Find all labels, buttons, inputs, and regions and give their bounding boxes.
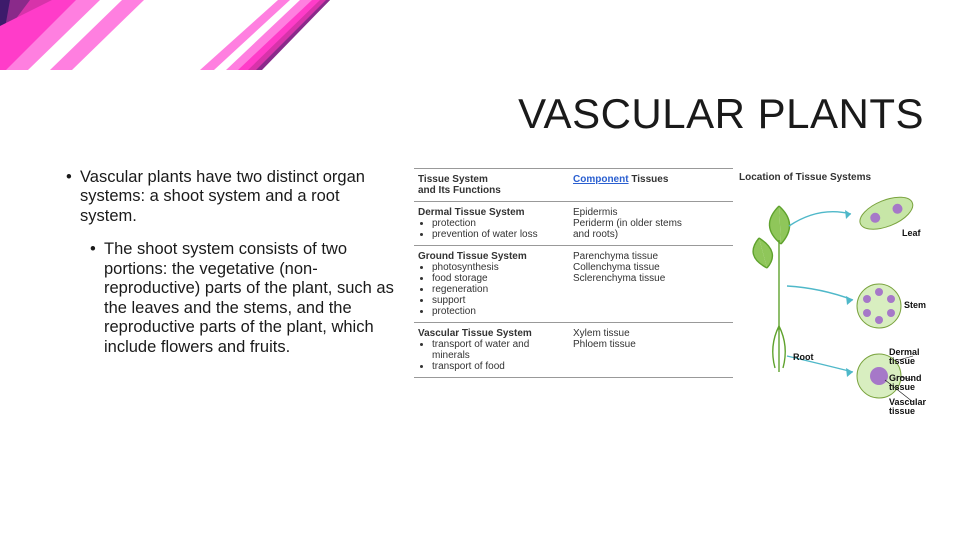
figure-column: Tissue System and Its Functions Componen… <box>414 168 924 520</box>
text-column: • Vascular plants have two distinct orga… <box>66 168 396 520</box>
table-header: Tissue System and Its Functions Componen… <box>414 168 733 201</box>
bullet-text: Vascular plants have two distinct organ … <box>80 168 396 226</box>
bullet-level-2: • The shoot system consists of two porti… <box>90 240 396 357</box>
tissue-system-title: Vascular Tissue System <box>418 328 565 339</box>
function-item: protection <box>432 218 565 229</box>
function-list: transport of water and mineralstransport… <box>432 339 565 372</box>
function-item: prevention of water loss <box>432 229 565 240</box>
component-tissues: Xylem tissue Phloem tissue <box>569 323 699 377</box>
tissue-system-title: Ground Tissue System <box>418 251 565 262</box>
function-item: transport of water and minerals <box>432 339 565 361</box>
component-tissues: Epidermis Periderm (in older stems and r… <box>569 202 699 245</box>
bullet-level-1: • Vascular plants have two distinct orga… <box>66 168 396 226</box>
tissue-table: Tissue System and Its Functions Componen… <box>414 168 733 520</box>
bullet-dot: • <box>90 240 104 357</box>
table-row: Ground Tissue Systemphotosynthesisfood s… <box>414 245 733 322</box>
content-area: • Vascular plants have two distinct orga… <box>66 168 924 520</box>
table-row: Vascular Tissue Systemtransport of water… <box>414 322 733 378</box>
tissue-diagram: Location of Tissue Systems <box>739 196 924 520</box>
table-row: Dermal Tissue Systemprotectionprevention… <box>414 201 733 245</box>
function-item: transport of food <box>432 361 565 372</box>
function-item: photosynthesis <box>432 262 565 273</box>
component-link[interactable]: Component <box>573 174 629 185</box>
bullet-text: The shoot system consists of two portion… <box>104 240 396 357</box>
header-col2: Component Tissues <box>569 169 699 201</box>
function-item: support <box>432 295 565 306</box>
header-stripes <box>0 0 380 70</box>
label-stem: Stem <box>904 300 926 310</box>
label-dermal: Dermal tissue <box>889 348 925 366</box>
label-vascular: Vascular tissue <box>889 398 929 416</box>
tissue-system-title: Dermal Tissue System <box>418 207 565 218</box>
diagram-header: Location of Tissue Systems <box>739 172 871 183</box>
label-ground: Ground tissue <box>889 374 925 392</box>
function-list: photosynthesisfood storageregenerationsu… <box>432 262 565 317</box>
function-item: regeneration <box>432 284 565 295</box>
component-tissues: Parenchyma tissue Collenchyma tissue Scl… <box>569 246 699 322</box>
function-item: protection <box>432 306 565 317</box>
label-leaf: Leaf <box>902 228 921 238</box>
label-root: Root <box>793 352 814 362</box>
page-title: VASCULAR PLANTS <box>518 90 924 138</box>
function-item: food storage <box>432 273 565 284</box>
function-list: protectionprevention of water loss <box>432 218 565 240</box>
bullet-dot: • <box>66 168 80 226</box>
header-col1: Tissue System and Its Functions <box>414 169 569 201</box>
